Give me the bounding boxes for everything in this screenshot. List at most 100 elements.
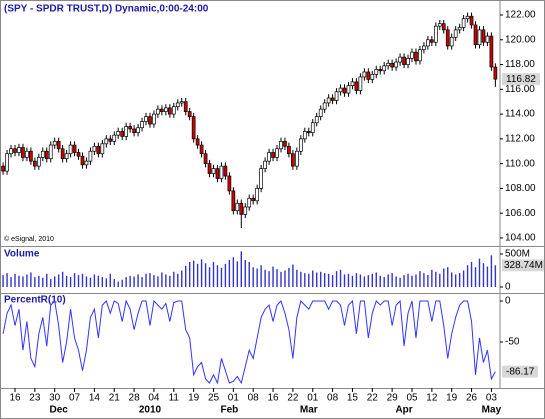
candle-body	[40, 150, 45, 158]
y-tick-label: 122.00	[505, 10, 536, 21]
copyright: © eSignal, 2010	[4, 235, 54, 243]
candle-body	[195, 138, 200, 146]
x-tick-label: 26	[466, 393, 478, 404]
y-tick-label: 114.00	[505, 109, 535, 120]
x-month-label: Mar	[300, 405, 318, 416]
candle-body	[160, 108, 164, 112]
x-month-label: Apr	[395, 405, 412, 416]
candle-body	[32, 160, 37, 167]
last-value-box	[502, 73, 540, 86]
y-tick-label: 500M	[505, 249, 530, 260]
last-value: 328.74M	[504, 260, 543, 271]
candle-body	[322, 102, 327, 110]
x-tick-label: 19	[188, 393, 200, 404]
candle-body	[346, 85, 351, 94]
candle-body	[263, 160, 267, 169]
panel-title: PercentR(10)	[4, 295, 66, 306]
x-tick-label: 19	[446, 393, 458, 404]
y-tick-label: 116.00	[505, 84, 535, 95]
x-tick-label: 01	[307, 393, 319, 404]
candle-body	[175, 102, 180, 108]
candle-body	[84, 160, 89, 166]
candle-body	[493, 66, 498, 80]
candle-body	[183, 101, 188, 112]
x-month-label: Feb	[220, 405, 238, 416]
candle-body	[255, 188, 260, 202]
candle-body	[72, 144, 77, 153]
x-tick-label: 23	[29, 393, 41, 404]
candle-body	[306, 131, 311, 134]
candle-body	[418, 49, 422, 62]
last-value: -86.17	[506, 366, 535, 377]
candle-body	[477, 29, 482, 46]
candle-body	[92, 145, 97, 152]
candle-body	[298, 138, 303, 152]
candle-body	[227, 175, 232, 192]
x-tick-label: 14	[89, 393, 101, 404]
candle-body	[211, 168, 216, 174]
candle-body	[398, 56, 402, 63]
candle-body	[223, 165, 228, 177]
candle-body	[100, 143, 105, 155]
candle-body	[120, 131, 125, 137]
candle-body	[334, 91, 339, 101]
candle-body	[215, 168, 220, 179]
candle-body	[279, 140, 283, 150]
candle-body	[326, 97, 331, 104]
candle-body	[291, 153, 295, 167]
x-tick-label: 22	[367, 393, 379, 404]
candle-body	[382, 65, 387, 72]
candle-body	[481, 29, 486, 43]
candle-body	[64, 153, 69, 160]
chart-title: (SPY - SPDR TRUST,D) Dynamic,0:00-24:00	[4, 4, 209, 15]
candle-body	[330, 97, 335, 101]
candle-body	[287, 145, 291, 155]
x-tick-label: 16	[9, 393, 21, 404]
candle-body	[104, 138, 109, 145]
x-tick-label: 21	[109, 393, 121, 404]
x-tick-label: 11	[169, 393, 180, 404]
candle-body	[52, 140, 57, 146]
candle-body	[437, 23, 442, 27]
last-value-box	[502, 259, 544, 272]
x-tick-label: 03	[486, 393, 498, 404]
x-tick-label: 29	[387, 393, 399, 404]
candle-body	[386, 62, 391, 67]
candle-body	[267, 152, 271, 162]
candle-body	[358, 76, 363, 91]
candle-body	[44, 150, 49, 160]
x-month-label: 2010	[139, 405, 162, 416]
candle-body	[251, 197, 256, 202]
x-tick-label: 05	[406, 393, 418, 404]
candle-body	[191, 116, 196, 140]
candle-body	[275, 148, 279, 158]
candle-body	[112, 134, 117, 142]
candle-body	[1, 165, 5, 172]
candle-body	[485, 35, 490, 43]
x-tick-label: 28	[129, 393, 141, 404]
last-value: 116.82	[506, 74, 536, 85]
candle-body	[342, 87, 347, 94]
candle-body	[354, 81, 359, 91]
y-tick-label: 120.00	[505, 34, 536, 45]
panel-title: Volume	[4, 249, 40, 260]
candle-body	[203, 153, 208, 164]
x-tick-label: 08	[327, 393, 339, 404]
candle-body	[362, 71, 367, 78]
candle-body	[247, 197, 252, 208]
candle-body	[433, 25, 438, 43]
candle-body	[80, 155, 85, 166]
candle-body	[441, 23, 446, 31]
candle-body	[457, 27, 462, 31]
y-tick-label: 108.00	[505, 183, 536, 194]
candle-body	[314, 116, 319, 124]
candle-body	[5, 153, 9, 172]
candle-body	[13, 148, 17, 153]
candle-body	[426, 39, 430, 47]
candle-body	[366, 71, 371, 80]
candle-body	[473, 24, 478, 46]
candle-body	[370, 74, 375, 80]
candle-body	[88, 150, 93, 162]
